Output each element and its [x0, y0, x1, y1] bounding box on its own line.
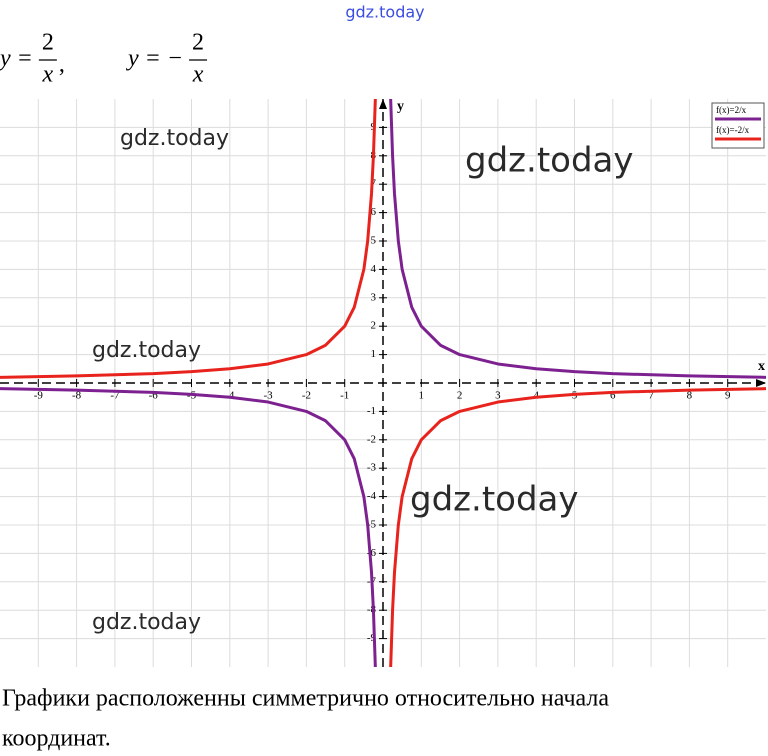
watermark: gdz.today: [120, 126, 229, 151]
x-tick-label: 2: [457, 390, 463, 402]
y-tick-label: -5: [367, 519, 377, 531]
series-line: [0, 99, 767, 667]
formula-lhs: y = −: [126, 46, 183, 72]
x-tick-label: -4: [225, 390, 235, 402]
y-tick-label: -2: [367, 433, 376, 445]
x-tick-label: 1: [419, 390, 425, 402]
x-tick-label: -8: [72, 390, 82, 402]
x-tick-label: -6: [149, 390, 159, 402]
y-tick-label: -9: [367, 632, 377, 644]
x-tick-label: 8: [687, 390, 693, 402]
x-tick-label: 7: [648, 390, 654, 402]
y-axis-arrow: [379, 99, 387, 109]
x-tick-label: -7: [110, 390, 120, 402]
y-tick-label: 3: [371, 291, 377, 303]
y-tick-label: 4: [371, 263, 377, 275]
x-tick-label: 4: [533, 390, 539, 402]
legend-label: f(x)=-2/x: [716, 125, 750, 135]
formula-numerator: 2: [42, 30, 54, 56]
x-tick-label: -3: [264, 390, 274, 402]
y-tick-label: -8: [367, 604, 377, 616]
watermark: gdz.today: [92, 338, 201, 363]
header-watermark: gdz.today: [345, 3, 424, 22]
y-tick-label: -6: [367, 547, 377, 559]
x-tick-label: 6: [610, 390, 616, 402]
caption-line: Графики расположенны симметрично относит…: [2, 686, 609, 712]
watermark: gdz.today: [410, 480, 579, 520]
caption-line: координат.: [2, 726, 111, 752]
x-tick-label: -2: [302, 390, 311, 402]
y-tick-label: 6: [371, 206, 377, 218]
plot-area: [0, 99, 767, 667]
y-tick-label: 1: [371, 348, 377, 360]
x-tick-label: -9: [34, 390, 44, 402]
y-tick-label: -1: [367, 405, 376, 417]
x-axis-arrow: [756, 379, 766, 387]
formula-denominator: x: [42, 62, 54, 88]
y-tick-label: -4: [367, 490, 377, 502]
formula-lhs: y =: [0, 46, 33, 72]
x-tick-label: 3: [495, 390, 501, 402]
x-tick-label: -1: [340, 390, 349, 402]
watermark: gdz.today: [92, 610, 201, 635]
formula-numerator: 2: [192, 30, 204, 56]
x-axis-label: x: [758, 359, 765, 374]
y-axis-label: y: [397, 99, 404, 114]
y-tick-label: 5: [371, 235, 377, 247]
y-tick-label: 2: [371, 320, 377, 332]
formula-comma: ,: [59, 52, 65, 78]
x-tick-label: 9: [725, 390, 731, 402]
legend-label: f(x)=2/x: [716, 105, 747, 115]
series-line: [0, 99, 767, 667]
formula-denominator: x: [192, 62, 204, 88]
watermark: gdz.today: [465, 141, 634, 181]
y-tick-label: -3: [367, 462, 377, 474]
